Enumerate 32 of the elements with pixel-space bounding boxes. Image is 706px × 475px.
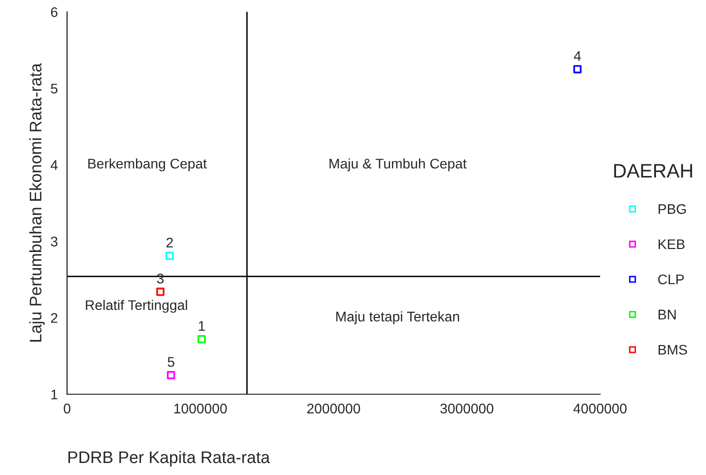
annotation: Maju & Tumbuh Cepat — [330, 158, 467, 172]
y-tick-label: 4 — [50, 160, 58, 170]
legend-label: CLP — [658, 274, 684, 284]
point — [166, 252, 174, 260]
point — [156, 288, 164, 296]
legend-title: DAERAH — [614, 164, 692, 178]
legend-label: BMS — [658, 344, 687, 355]
legend-label: BN — [658, 310, 676, 320]
annotation: 1 — [198, 321, 205, 331]
y-tick-label: 6 — [51, 7, 58, 18]
x-tick-label: 4000000 — [573, 404, 627, 414]
annotation: Relatif Tertinggal — [86, 300, 188, 313]
annotation: 2 — [166, 238, 173, 248]
legend-label: KEB — [658, 239, 685, 250]
y-tick-label: 2 — [51, 313, 58, 323]
annotation: 5 — [168, 357, 174, 367]
x-tick-label: 0 — [64, 404, 70, 414]
point — [198, 335, 206, 344]
point — [166, 371, 176, 380]
x-tick-label: 3000000 — [440, 404, 494, 414]
y-tick-label: 5 — [50, 84, 58, 94]
legend-label: PBG — [658, 204, 686, 214]
annotation: 4 — [574, 51, 581, 61]
y-tick-label: 1 — [51, 390, 58, 400]
x-axis-title: PDRB Per Kapita Rata-rata — [68, 450, 270, 466]
x-tick-label: 1000000 — [174, 404, 227, 414]
point — [573, 65, 582, 74]
annotation: Maju tetapi Tertekan — [336, 311, 460, 324]
x-tick-label: 2000000 — [307, 404, 360, 414]
annotation: Berkembang Cepat — [88, 158, 207, 172]
y-tick-label: 3 — [50, 236, 58, 246]
y-axis-title: Laju Pertumbuhan Ekonomi Rata-rata — [29, 63, 45, 342]
